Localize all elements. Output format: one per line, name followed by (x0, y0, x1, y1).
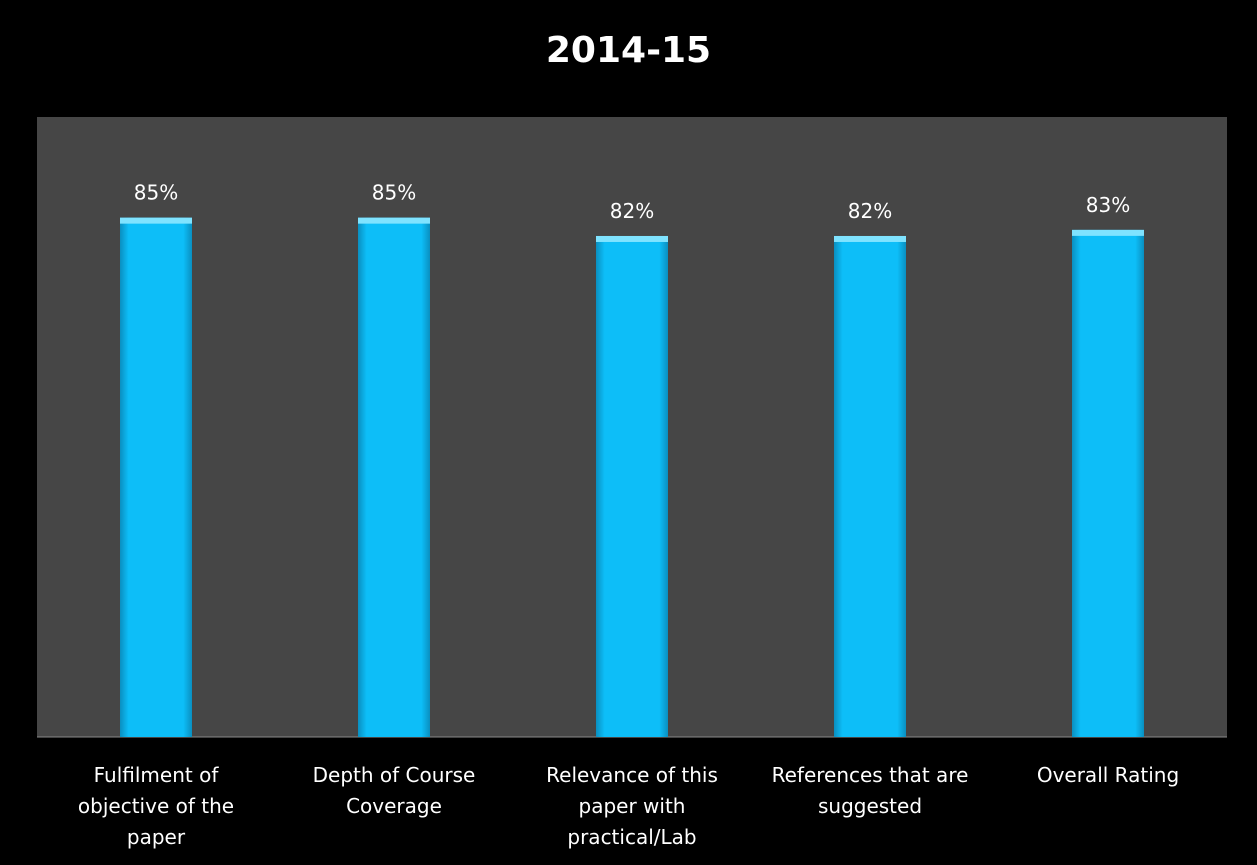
bar-top-highlight (834, 235, 906, 242)
data-label: 85% (372, 181, 416, 205)
category-label: Depth of Course Coverage (294, 760, 494, 822)
category-label-line: paper (126, 825, 186, 849)
bar (358, 217, 430, 737)
bar-top-highlight (596, 235, 668, 242)
category-label: Fulfilment of objective of the paper (56, 760, 256, 853)
category-label-line: Fulfilment of (93, 763, 219, 787)
category-label-line: suggested (817, 794, 923, 818)
category-label-line: Overall Rating (1036, 763, 1180, 787)
data-label: 82% (848, 199, 892, 223)
category-label-line: objective of the (77, 794, 235, 818)
bar-top-highlight (120, 217, 192, 224)
category-label-line: Coverage (346, 794, 442, 818)
category-label-line: Relevance of this (546, 763, 718, 787)
chart-title: 2014-15 (545, 30, 712, 71)
bar (1072, 229, 1144, 737)
category-label-line: practical/Lab (567, 825, 697, 849)
bar (120, 217, 192, 737)
category-label: References that are suggested (770, 760, 970, 822)
category-label-line: References that are (771, 763, 969, 787)
category-label: Overall Rating (1008, 760, 1208, 791)
data-label: 85% (134, 181, 178, 205)
data-label: 83% (1086, 193, 1130, 217)
bar-top-highlight (1072, 229, 1144, 236)
bar (834, 235, 906, 738)
bar-top-highlight (358, 217, 430, 224)
bar (596, 235, 668, 738)
category-label-line: Depth of Course (312, 763, 476, 787)
category-label: Relevance of this paper with practical/Lab (532, 760, 732, 853)
data-label: 82% (610, 199, 654, 223)
category-label-line: paper with (578, 794, 686, 818)
